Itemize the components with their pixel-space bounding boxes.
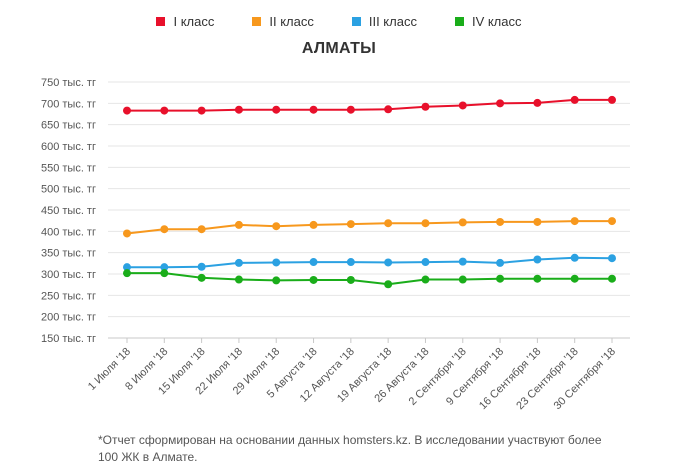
data-point-class-3 [570, 253, 579, 262]
data-point-class-3 [346, 258, 355, 267]
y-tick-label: 400 тыс. тг [41, 226, 96, 238]
legend-label-class-2: II класс [269, 14, 314, 29]
y-tick-label: 300 тыс. тг [41, 269, 96, 281]
data-point-class-4 [458, 275, 467, 284]
data-point-class-4 [272, 276, 281, 285]
data-point-class-2 [496, 217, 505, 226]
data-point-class-2 [309, 220, 318, 229]
data-point-class-4 [608, 274, 616, 283]
footnote-line-1: *Отчет сформирован на основании данных h… [98, 433, 602, 447]
data-point-class-2 [123, 229, 131, 238]
data-point-class-4 [533, 274, 542, 283]
legend-swatch-class-4 [454, 17, 464, 26]
data-point-class-3 [309, 258, 318, 267]
data-point-class-2 [160, 225, 169, 234]
legend-swatch-class-1 [156, 17, 166, 26]
data-point-class-4 [160, 269, 169, 278]
data-point-class-3 [496, 258, 505, 267]
data-point-class-1 [309, 105, 318, 114]
data-point-class-1 [123, 106, 131, 115]
y-tick-label: 650 тыс. тг [41, 120, 96, 132]
data-point-class-3 [608, 254, 616, 263]
data-point-class-1 [421, 102, 430, 111]
data-point-class-3 [421, 258, 430, 267]
y-tick-label: 450 тыс. тг [41, 205, 96, 217]
data-point-class-1 [496, 99, 505, 108]
data-point-class-4 [384, 280, 393, 289]
data-point-class-4 [309, 275, 318, 284]
data-point-class-2 [234, 220, 243, 229]
data-point-class-4 [234, 275, 243, 284]
y-tick-label: 350 тыс. тг [41, 248, 96, 260]
data-point-class-4 [421, 275, 430, 284]
y-tick-label: 750 тыс. тг [41, 77, 96, 89]
series-line-class-3 [127, 256, 613, 269]
data-point-class-2 [458, 218, 467, 227]
data-point-class-1 [608, 95, 616, 104]
legend-label-class-3: III класс [368, 14, 417, 29]
data-point-class-3 [533, 255, 542, 264]
data-point-class-3 [160, 263, 169, 272]
y-tick-label: 250 тыс. тг [41, 290, 96, 302]
legend-swatch-class-3 [351, 17, 361, 26]
y-tick-label: 700 тыс. тг [41, 98, 96, 110]
legend-item-class-2[interactable]: II класс [252, 14, 314, 29]
legend-item-class-4[interactable]: IV класс [454, 14, 522, 29]
legend: I класс II класс III класс IV класс [0, 14, 678, 29]
data-point-class-1 [234, 105, 243, 114]
data-point-class-2 [384, 219, 393, 228]
data-point-class-1 [570, 95, 579, 104]
legend-label-class-1: I класс [173, 14, 215, 29]
data-point-class-3 [384, 258, 393, 267]
data-point-class-1 [160, 106, 169, 115]
data-point-class-4 [197, 273, 206, 282]
y-tick-label: 200 тыс. тг [41, 312, 96, 324]
series-line-class-2 [126, 220, 612, 235]
data-point-class-2 [346, 220, 355, 229]
y-tick-label: 500 тыс. тг [41, 184, 96, 196]
data-point-class-1 [346, 105, 355, 114]
y-tick-label: 600 тыс. тг [41, 141, 96, 153]
data-point-class-1 [384, 105, 393, 114]
data-point-class-2 [533, 217, 542, 226]
data-point-class-1 [458, 101, 467, 110]
legend-swatch-class-2 [252, 17, 262, 26]
data-point-class-2 [608, 217, 616, 226]
data-point-class-3 [123, 263, 131, 272]
data-point-class-3 [234, 258, 243, 267]
footnote: *Отчет сформирован на основании данных h… [98, 432, 668, 466]
data-point-class-2 [272, 222, 281, 231]
y-tick-label: 150 тыс. тг [41, 333, 96, 345]
data-point-class-3 [272, 258, 281, 267]
series-line-class-1 [127, 98, 612, 112]
series-line-class-4 [127, 272, 612, 286]
footnote-line-2: 100 ЖК в Алмате. [98, 450, 198, 464]
legend-label-class-4: IV класс [471, 14, 522, 29]
data-point-class-1 [197, 106, 206, 115]
data-point-class-1 [533, 98, 542, 107]
data-point-class-2 [197, 225, 206, 234]
y-tick-label: 550 тыс. тг [41, 162, 96, 174]
data-point-class-3 [458, 257, 467, 266]
chart-title: АЛМАТЫ [301, 40, 377, 57]
data-point-class-4 [346, 275, 355, 284]
legend-item-class-3[interactable]: III класс [351, 14, 417, 29]
data-point-class-4 [570, 274, 579, 283]
data-point-class-2 [421, 219, 430, 228]
data-point-class-4 [496, 274, 505, 283]
legend-item-class-1[interactable]: I класс [156, 14, 214, 29]
data-point-class-4 [123, 269, 131, 278]
data-point-class-1 [272, 105, 281, 114]
data-point-class-3 [197, 262, 206, 271]
data-point-class-2 [570, 217, 579, 226]
